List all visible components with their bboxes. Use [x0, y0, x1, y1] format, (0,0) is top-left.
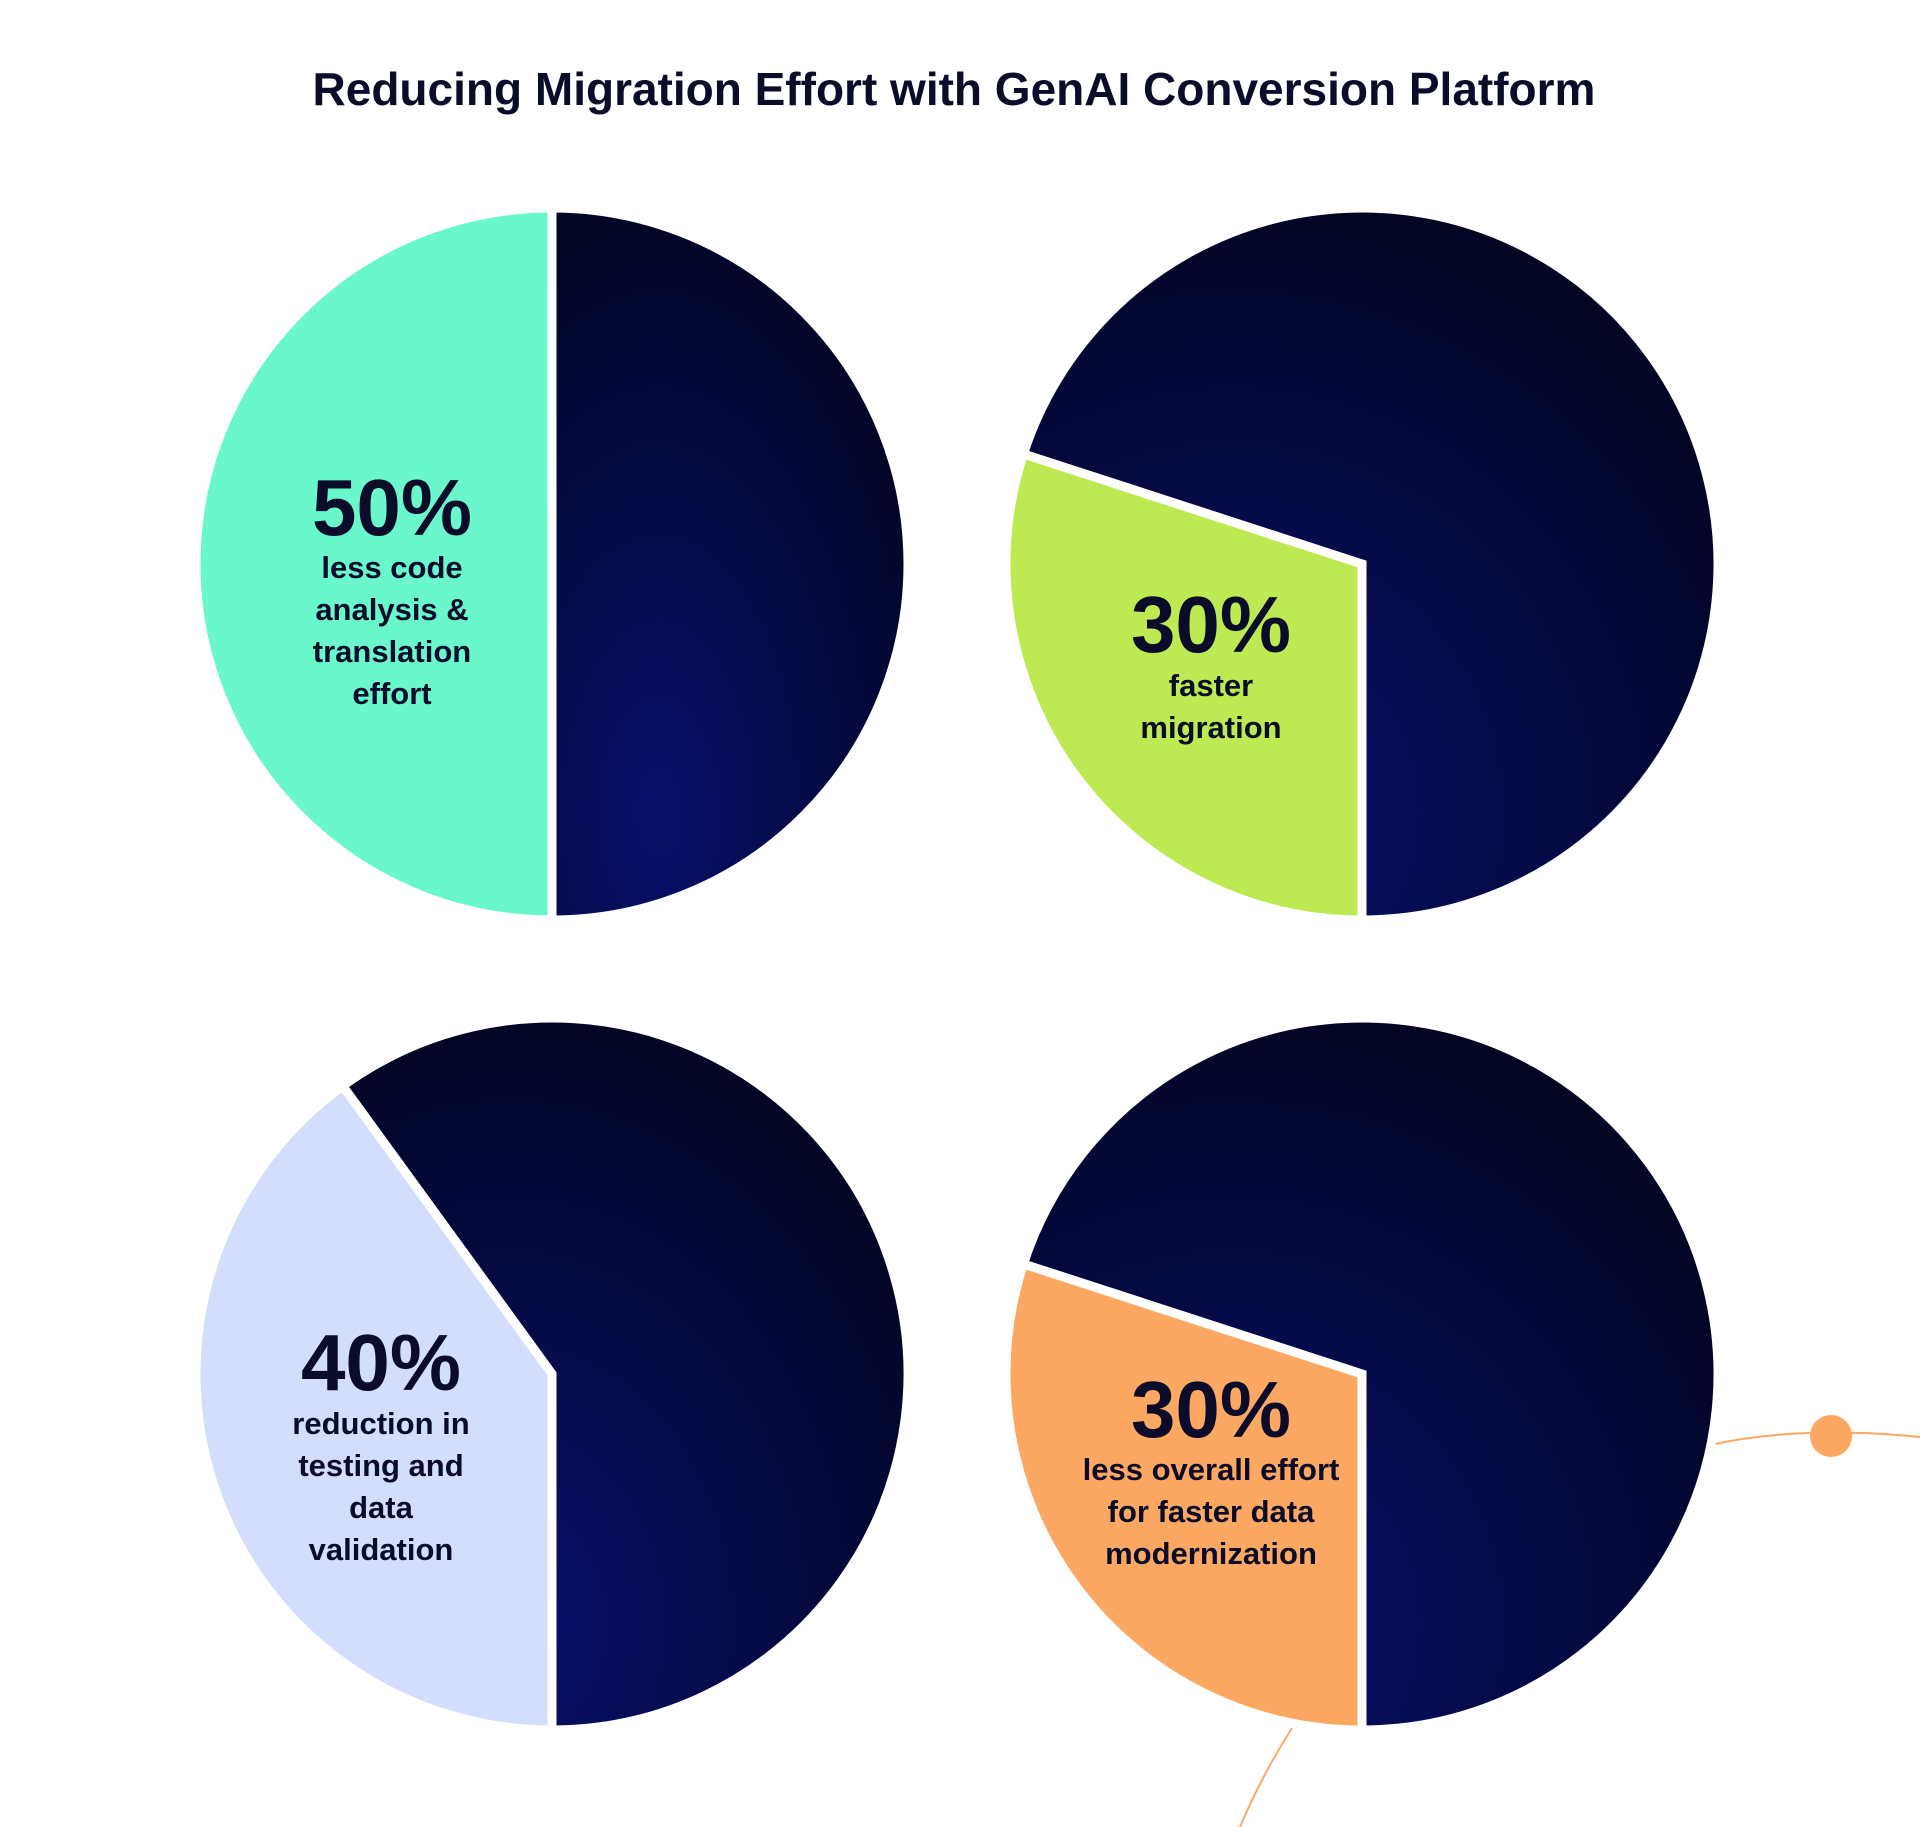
pie-percentage-label: 50% [312, 463, 472, 552]
pie-percentage-label: 40% [301, 1318, 461, 1407]
pie-description-line: validation [309, 1532, 454, 1567]
decorative-arc [1239, 1727, 1293, 1827]
pie-slice-remainder [547, 203, 913, 925]
pie-slice-highlight [191, 1079, 557, 1735]
pie-description-line: less code [321, 550, 462, 585]
pie-slice-highlight [1001, 448, 1367, 925]
chart-title: Reducing Migration Effort with GenAI Con… [312, 63, 1596, 115]
pie-slice-remainder [1017, 1013, 1723, 1735]
pie-chart-1: 50%less code analysis & translation effort [191, 203, 913, 925]
pie-slice-remainder [1017, 203, 1723, 925]
pie-description-line: translation [313, 634, 471, 669]
pie-percentage-label: 30% [1131, 580, 1291, 669]
decorative-accent [1239, 1415, 1920, 1827]
pie-description-line: less overall effort [1083, 1452, 1340, 1487]
pie-slice-remainder [336, 1013, 913, 1735]
pie-description-line: faster [1169, 668, 1253, 703]
pie-chart-2: 30%faster migration [1001, 203, 1723, 925]
pie-description-line: migration [1140, 710, 1281, 745]
pie-chart-3: 40%reduction in testing and data validation [191, 1013, 913, 1735]
pie-chart-4: 30%less overall effort for faster data mod… [1001, 1013, 1723, 1735]
decorative-dot [1810, 1415, 1852, 1457]
pie-slice-highlight [191, 203, 557, 925]
pie-description-line: modernization [1105, 1536, 1317, 1571]
pie-description-line: data [349, 1490, 414, 1525]
decorative-arc [1709, 1431, 1920, 1446]
pie-description-line: for faster data [1108, 1494, 1315, 1529]
pie-description-line: effort [352, 676, 431, 711]
pie-description-line: reduction in [292, 1406, 469, 1441]
pie-slice-highlight [1001, 1258, 1367, 1735]
pie-description-line: testing and [298, 1448, 463, 1483]
pie-description-line: analysis & [315, 592, 468, 627]
pie-percentage-label: 30% [1131, 1365, 1291, 1454]
